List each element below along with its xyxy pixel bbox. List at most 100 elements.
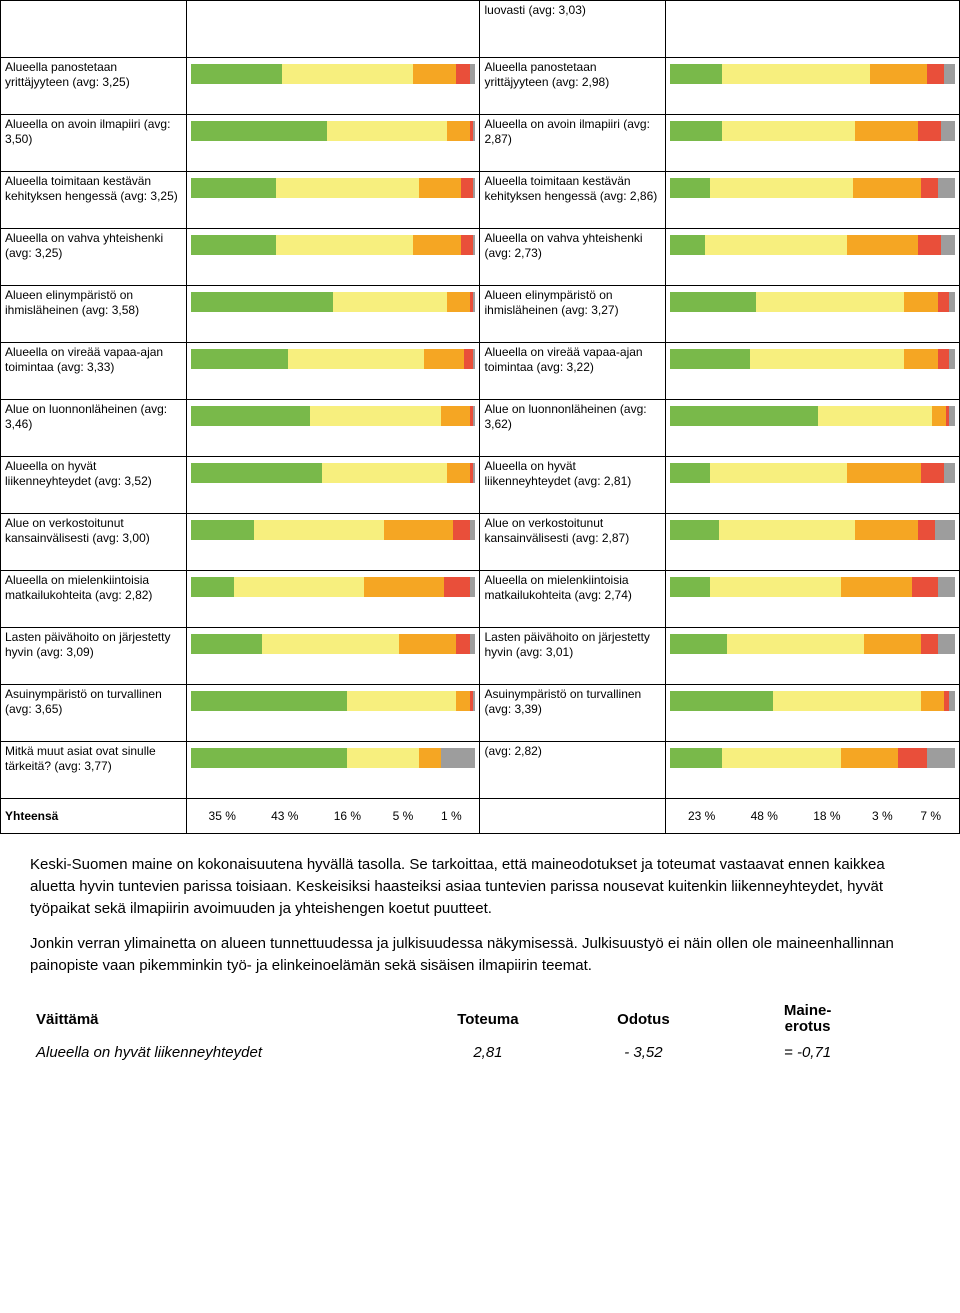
left-bar-cell [186, 286, 480, 343]
bar-seg [473, 349, 476, 369]
left-label [1, 1, 187, 58]
right-bar-cell [666, 457, 960, 514]
bar-seg [918, 520, 935, 540]
left-label: Alueella toimitaan kestävän kehityksen h… [1, 172, 187, 229]
maine-h1: Väittämä [30, 999, 410, 1040]
bar-seg [473, 691, 476, 711]
right-bar-cell [666, 571, 960, 628]
right-label: Asuinympäristö on turvallinen (avg: 3,39… [480, 685, 666, 742]
right-bar-cell [666, 58, 960, 115]
bar-seg [921, 691, 944, 711]
stacked-bar [191, 349, 476, 369]
bar-seg [944, 463, 955, 483]
stacked-bar [191, 406, 476, 426]
right-bar-cell [666, 229, 960, 286]
bar-seg [710, 577, 841, 597]
maine-r1c1: Alueella on hyvät liikenneyhteydet [30, 1040, 410, 1065]
bar-seg [949, 406, 955, 426]
left-label: Alue on verkostoitunut kansainvälisesti … [1, 514, 187, 571]
maine-table: Väittämä Toteuma Odotus Maine-erotus Alu… [30, 999, 894, 1065]
right-label: Alueella on vireää vapaa-ajan toimintaa … [480, 343, 666, 400]
bar-seg [191, 577, 234, 597]
bar-seg [191, 292, 333, 312]
bar-seg [447, 463, 470, 483]
stacked-bar [670, 520, 955, 540]
bar-seg [191, 691, 348, 711]
left-bar-cell [186, 58, 480, 115]
bar-seg [262, 634, 399, 654]
right-bar-cell [666, 343, 960, 400]
stacked-bar [191, 691, 476, 711]
left-label: Alueella on hyvät liikenneyhteydet (avg:… [1, 457, 187, 514]
bar-seg [288, 349, 425, 369]
bar-seg [191, 121, 328, 141]
stacked-bar [191, 121, 476, 141]
bar-seg [705, 235, 847, 255]
bar-seg [276, 178, 418, 198]
right-label: Alue on verkostoitunut kansainvälisesti … [480, 514, 666, 571]
total-cell: 7 % [907, 809, 955, 823]
comparison-table: luovasti (avg: 3,03)Alueella panostetaan… [0, 0, 960, 834]
bar-seg [938, 634, 955, 654]
stacked-bar [670, 64, 955, 84]
bar-seg [419, 748, 442, 768]
left-label: Lasten päivähoito on järjestetty hyvin (… [1, 628, 187, 685]
bar-seg [938, 178, 955, 198]
left-label: Mitkä muut asiat ovat sinulle tärkeitä? … [1, 742, 187, 799]
bar-seg [282, 64, 413, 84]
bar-seg [444, 577, 470, 597]
bar-seg [938, 577, 955, 597]
bar-seg [473, 292, 476, 312]
left-label: Alueella on mielenkiintoisia matkailukoh… [1, 571, 187, 628]
bar-seg [310, 406, 441, 426]
bar-seg [918, 121, 941, 141]
bar-seg [191, 349, 288, 369]
bar-seg [898, 748, 926, 768]
bar-seg [670, 235, 704, 255]
bar-seg [234, 577, 365, 597]
bar-seg [949, 292, 955, 312]
para-1: Keski-Suomen maine on kokonaisuutena hyv… [30, 854, 930, 919]
bar-seg [419, 178, 462, 198]
totals-row: 23 %48 %18 %3 %7 % [670, 809, 955, 823]
maine-r1c4: = -0,71 [721, 1040, 894, 1065]
bar-seg [447, 121, 470, 141]
bar-seg [927, 64, 944, 84]
bar-seg [461, 178, 472, 198]
left-bar-cell [186, 115, 480, 172]
bar-seg [941, 121, 955, 141]
right-label: Alue on luonnonläheinen (avg: 3,62) [480, 400, 666, 457]
bar-seg [464, 349, 473, 369]
total-cell: 48 % [733, 809, 796, 823]
bar-seg [333, 292, 447, 312]
bar-seg [191, 406, 311, 426]
bar-seg [938, 292, 949, 312]
totals-row: 35 %43 %16 %5 %1 % [191, 809, 476, 823]
bar-seg [670, 292, 755, 312]
stacked-bar [191, 64, 476, 84]
bar-seg [670, 634, 727, 654]
total-cell: 23 % [670, 809, 733, 823]
bar-seg [670, 406, 818, 426]
bar-seg [918, 235, 941, 255]
left-bar-cell [186, 514, 480, 571]
bar-seg [670, 178, 710, 198]
maine-h3: Odotus [566, 999, 722, 1040]
bar-seg [727, 634, 864, 654]
total-cell: 18 % [796, 809, 859, 823]
stacked-bar [191, 463, 476, 483]
body-text: Keski-Suomen maine on kokonaisuutena hyv… [0, 834, 960, 995]
maine-h2: Toteuma [410, 999, 566, 1040]
bar-seg [399, 634, 456, 654]
bar-seg [864, 634, 921, 654]
stacked-bar [191, 292, 476, 312]
left-bar-cell [186, 457, 480, 514]
bar-seg [327, 121, 447, 141]
total-cell: 35 % [191, 809, 254, 823]
right-label: luovasti (avg: 3,03) [480, 1, 666, 58]
bar-seg [473, 406, 476, 426]
right-label: Alueella on mielenkiintoisia matkailukoh… [480, 571, 666, 628]
bar-seg [461, 235, 472, 255]
left-bar-cell [186, 742, 480, 799]
bar-seg [670, 121, 721, 141]
